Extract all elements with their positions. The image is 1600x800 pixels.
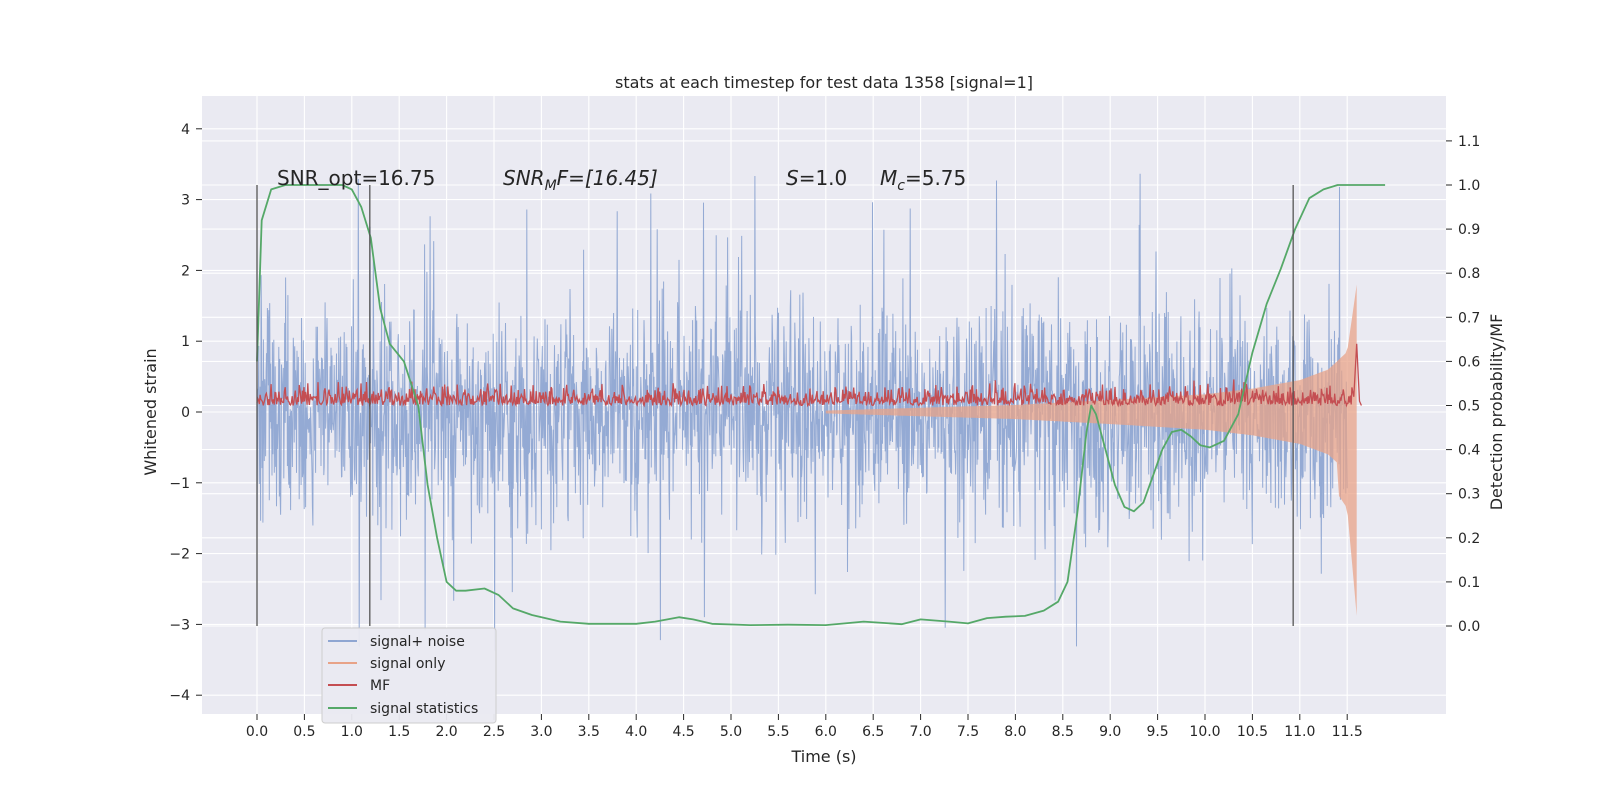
y2-tick-label: 0.2: [1458, 531, 1480, 547]
y2-tick-label: 0.7: [1458, 310, 1480, 326]
y2-tick-label: 0.5: [1458, 399, 1480, 415]
y-axis-label: Whitened strain: [141, 348, 160, 475]
y2-tick-label: 0.6: [1458, 354, 1480, 370]
x-tick-label: 7.0: [909, 724, 931, 740]
x-tick-label: 7.5: [957, 724, 979, 740]
x-tick-label: 1.5: [388, 724, 410, 740]
x-tick-label: 0.0: [246, 724, 268, 740]
x-tick-label: 6.0: [815, 724, 837, 740]
annotation-snr-mf: SNRMF=[16.45]: [503, 166, 658, 194]
legend-label-signal-statistics: signal statistics: [370, 701, 478, 717]
x-tick-label: 3.5: [578, 724, 600, 740]
x-tick-label: 5.5: [767, 724, 789, 740]
series-signal-noise: [256, 173, 1348, 651]
annotation-s: S=1.0: [786, 166, 847, 190]
x-tick-label: 8.5: [1052, 724, 1074, 740]
x-tick-label: 0.5: [293, 724, 315, 740]
annotations: SNR_opt=16.75 SNRMF=[16.45] S=1.0 Mc=5.7…: [277, 166, 966, 194]
x-tick-label: 4.0: [625, 724, 647, 740]
chart-title: stats at each timestep for test data 135…: [615, 73, 1033, 92]
y-tick-label: 1: [181, 334, 190, 350]
y-tick-label: 0: [181, 405, 190, 421]
x-axis: 0.0 0.5 1.0 1.5 2.0 2.5 3.0 3.5 4.0 4.5 5.0 5.5 6.0 6…: [246, 714, 1363, 740]
y-tick-label: −2: [169, 547, 190, 563]
y2-tick-label: 0.0: [1458, 619, 1480, 635]
x-tick-label: 10.0: [1189, 724, 1220, 740]
x-tick-label: 5.0: [720, 724, 742, 740]
vertical-markers: [256, 185, 1294, 626]
x-tick-label: 2.0: [435, 724, 457, 740]
x-tick-label: 6.5: [862, 724, 884, 740]
x-tick-label: 9.0: [1099, 724, 1121, 740]
y-tick-label: −1: [169, 476, 190, 492]
y-tick-label: 2: [181, 263, 190, 279]
x-axis-label: Time (s): [790, 747, 856, 766]
series-mf: [256, 343, 1362, 408]
legend-box: [321, 627, 497, 724]
y2-tick-label: 0.1: [1458, 575, 1480, 591]
y-tick-label: −3: [169, 617, 190, 633]
annotation-snr-opt: SNR_opt=16.75: [277, 166, 435, 190]
x-tick-label: 8.0: [1004, 724, 1026, 740]
y2-tick-label: 0.3: [1458, 487, 1480, 503]
y-tick-label: 3: [181, 193, 190, 209]
y-axis-right: 1.1 1.0 0.9 0.8 0.7 0.6 0.5 0.4 0.3 0.2 0.1 0.0: [1446, 134, 1480, 635]
annotation-mc: Mc=5.75: [880, 166, 966, 194]
legend-label-signal-noise: signal+ noise: [370, 634, 465, 650]
series-layer: [256, 173, 1386, 651]
y-axis-left: 4 3 2 1 0 −1 −2 −3 −4: [169, 122, 202, 704]
legend-label-mf: MF: [370, 678, 390, 694]
x-tick-label: 4.5: [672, 724, 694, 740]
y2-axis-label: Detection probability/MF: [1487, 314, 1506, 511]
x-tick-label: 11.5: [1332, 724, 1363, 740]
x-tick-label: 10.5: [1237, 724, 1268, 740]
y-tick-label: −4: [169, 688, 190, 704]
x-tick-label: 2.5: [483, 724, 505, 740]
y2-tick-label: 1.1: [1458, 134, 1480, 150]
y2-tick-label: 0.4: [1458, 443, 1480, 459]
x-tick-label: 1.0: [341, 724, 363, 740]
y2-tick-label: 0.9: [1458, 222, 1480, 238]
x-tick-label: 3.0: [530, 724, 552, 740]
y2-tick-label: 0.8: [1458, 266, 1480, 282]
legend: signal+ noise signal only MF signal stat…: [321, 627, 497, 724]
x-tick-label: 11.0: [1284, 724, 1315, 740]
y2-tick-label: 1.0: [1458, 178, 1480, 194]
legend-label-signal-only: signal only: [370, 656, 445, 672]
series-signal-statistics: [256, 184, 1386, 626]
y-tick-label: 4: [181, 122, 190, 138]
x-tick-label: 9.5: [1146, 724, 1168, 740]
